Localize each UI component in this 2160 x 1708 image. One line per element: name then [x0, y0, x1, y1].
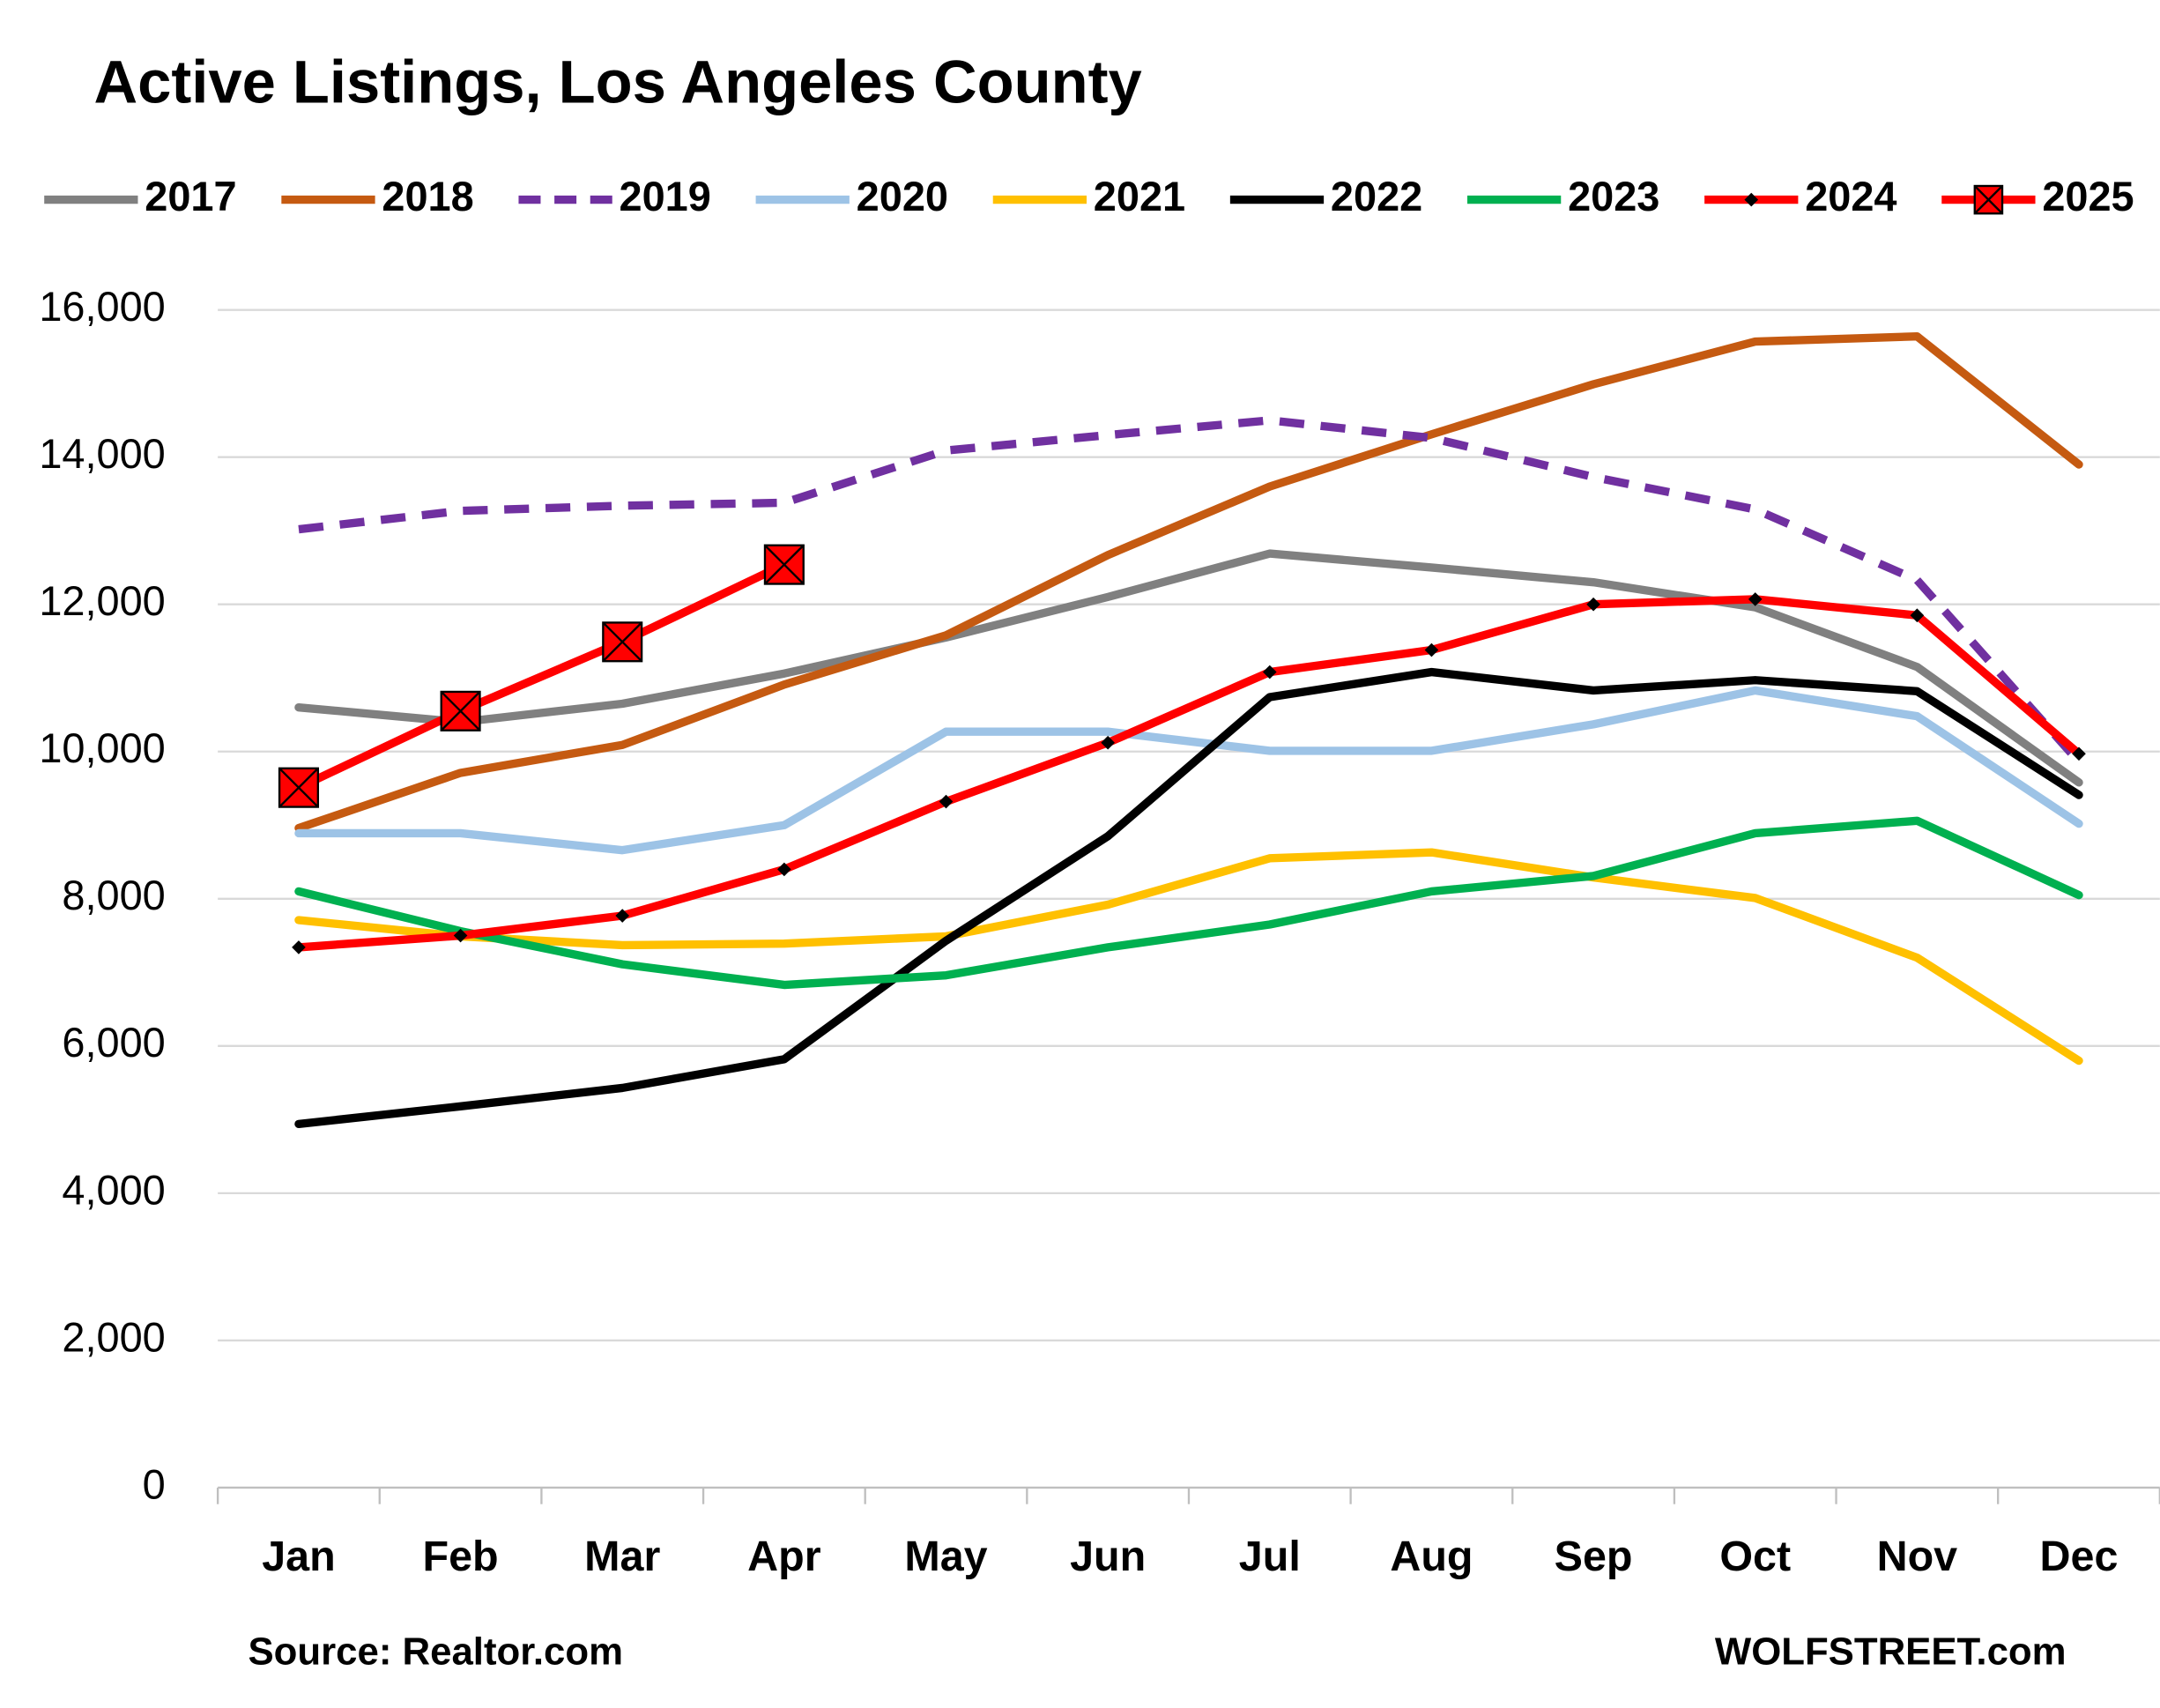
x-tick-label: Nov — [1877, 1533, 1958, 1580]
x-tick-label: May — [904, 1533, 987, 1580]
point-marker — [1424, 642, 1439, 657]
series-line — [294, 595, 2083, 952]
y-tick-label: 14,000 — [39, 431, 165, 477]
legend-label: 2017 — [145, 174, 236, 219]
point-marker — [1748, 592, 1763, 606]
marker-cross — [602, 621, 642, 663]
x-tick-label: Dec — [2040, 1533, 2119, 1580]
marker-cross — [764, 544, 805, 585]
legend-label: 2022 — [1331, 174, 1422, 219]
series — [292, 592, 2086, 954]
y-tick-label: 2,000 — [62, 1314, 165, 1360]
legend-item: 2021 — [992, 174, 1185, 219]
legend-item: 2018 — [281, 174, 474, 219]
x-tick-label: Feb — [423, 1533, 499, 1580]
credit: WOLFSTREET.com — [1715, 1630, 2067, 1674]
series — [294, 549, 2083, 787]
y-tick-label: 8,000 — [62, 873, 165, 918]
x-tick-label: Oct — [1719, 1533, 1791, 1580]
x-tick-label: Mar — [584, 1533, 660, 1580]
chart-title: Active Listings, Los Angeles County — [93, 48, 1141, 116]
series — [278, 544, 805, 808]
point-marker — [440, 690, 481, 731]
legend-label: 2020 — [857, 174, 948, 219]
legend-label: 2023 — [1568, 174, 1659, 219]
source-note: Source: Realtor.com — [249, 1630, 623, 1674]
legend-marker-cross — [1973, 185, 2003, 215]
series — [294, 686, 2083, 855]
point-marker — [602, 621, 643, 663]
series — [298, 416, 2082, 765]
series-line — [294, 332, 2083, 833]
legend-item: 2023 — [1466, 174, 1659, 219]
legend-item: 2025 — [1941, 174, 2134, 219]
legend-item: 2024 — [1704, 174, 1896, 219]
x-tick-label: Jun — [1070, 1533, 1146, 1580]
legend-label: 2021 — [1094, 174, 1185, 219]
x-tick-label: Apr — [747, 1533, 821, 1580]
point-marker — [2072, 746, 2086, 761]
y-tick-label: 6,000 — [62, 1020, 165, 1066]
legend-item: 2017 — [44, 174, 237, 219]
x-tick-label: Sep — [1555, 1533, 1633, 1580]
series-line — [294, 686, 2083, 855]
series — [294, 848, 2083, 1066]
y-tick-label: 16,000 — [39, 284, 165, 330]
x-tick-label: Aug — [1390, 1533, 1473, 1580]
series-line — [294, 816, 2083, 990]
legend-item: 2022 — [1229, 174, 1422, 219]
legend-item: 2019 — [518, 174, 711, 219]
point-marker — [763, 544, 805, 585]
point-marker — [1910, 608, 1925, 623]
series-line — [298, 416, 2082, 765]
x-tick-label: Jan — [262, 1533, 335, 1580]
series-line — [294, 667, 2083, 1129]
point-marker — [278, 767, 319, 808]
series — [294, 332, 2083, 833]
series-line — [294, 848, 2083, 1066]
series — [294, 816, 2083, 990]
x-tick-label: Jul — [1239, 1533, 1301, 1580]
point-marker — [777, 862, 791, 877]
point-marker — [1262, 665, 1277, 679]
legend-marker — [1744, 192, 1759, 207]
series-line — [294, 560, 789, 792]
marker-cross — [278, 767, 319, 808]
legend-label: 2019 — [620, 174, 711, 219]
legend-label: 2024 — [1805, 174, 1896, 219]
series — [294, 667, 2083, 1129]
y-tick-label: 0 — [143, 1461, 166, 1507]
y-tick-label: 12,000 — [39, 578, 165, 624]
legend-item: 2020 — [755, 174, 948, 219]
point-marker — [292, 940, 306, 954]
y-tick-label: 4,000 — [62, 1167, 165, 1213]
point-marker — [1586, 597, 1600, 612]
legend-label: 2025 — [2042, 174, 2134, 219]
y-tick-label: 10,000 — [39, 725, 165, 771]
series-line — [294, 549, 2083, 787]
marker-cross — [440, 691, 481, 731]
legend-label: 2018 — [382, 174, 473, 219]
